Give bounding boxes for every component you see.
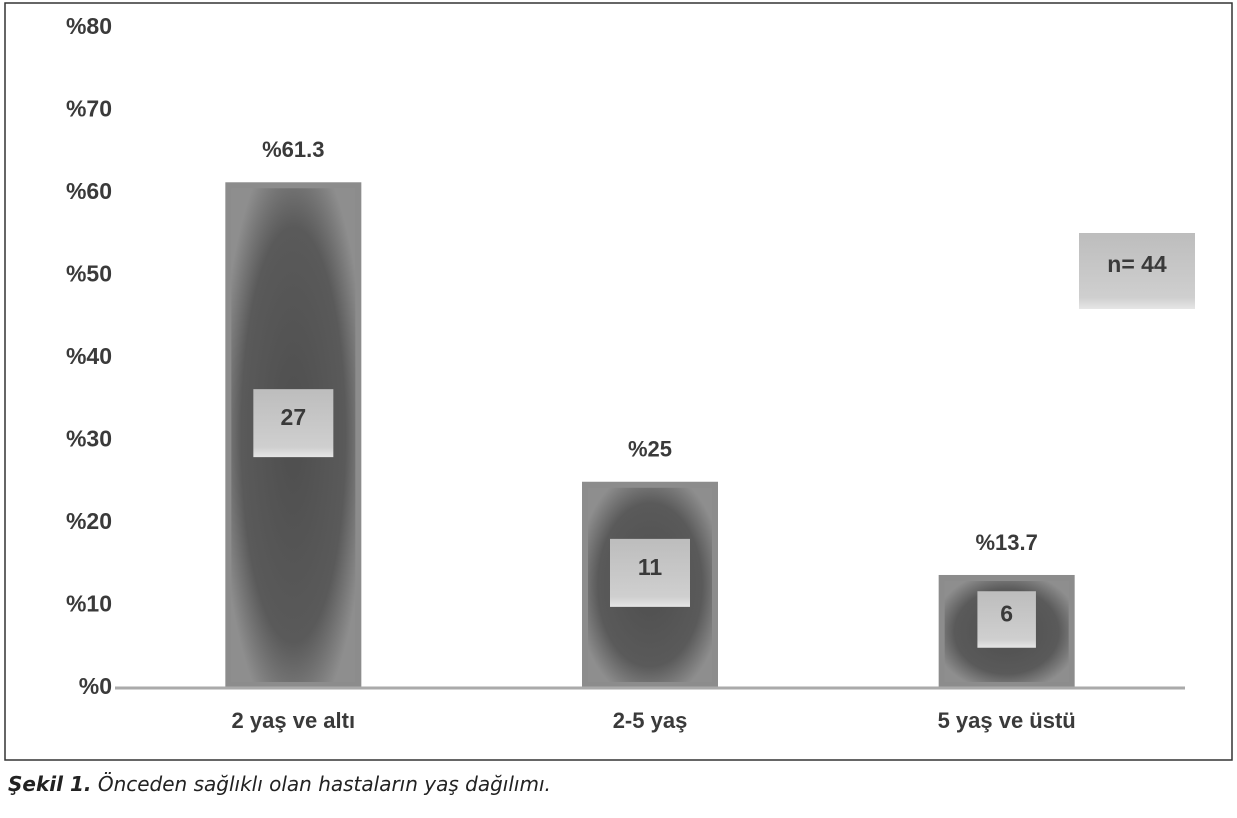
y-tick-label: %40 bbox=[66, 343, 112, 369]
count-label: 11 bbox=[638, 554, 663, 580]
count-box bbox=[977, 591, 1036, 648]
y-tick-label: %10 bbox=[66, 591, 112, 617]
y-tick-label: %80 bbox=[66, 13, 112, 39]
x-tick-label: 2-5 yaş bbox=[613, 708, 688, 733]
y-tick-label: %30 bbox=[66, 426, 112, 452]
count-label: 27 bbox=[281, 404, 307, 430]
value-label: %61.3 bbox=[262, 137, 324, 162]
value-label: %13.7 bbox=[975, 530, 1037, 555]
caption: Şekil 1. Önceden sağlıklı olan hastaları… bbox=[8, 772, 551, 796]
count-box bbox=[610, 538, 690, 607]
caption-label: Şekil 1. bbox=[8, 772, 92, 796]
frame bbox=[4, 2, 1233, 761]
y-tick-label: %70 bbox=[66, 96, 112, 122]
chart: n= 44 %0 %10 %20 %30 %40 %50 %60 %70 %80 2 yaş ve… bbox=[4, 2, 1233, 761]
y-tick-label: %0 bbox=[79, 673, 112, 699]
value-label: %25 bbox=[628, 437, 672, 462]
x-tick-label: 2 yaş ve altı bbox=[232, 708, 356, 733]
y-tick-label: %20 bbox=[66, 508, 112, 534]
count-box bbox=[253, 389, 334, 458]
caption-text: Önceden sağlıklı olan hastaların yaş dağ… bbox=[97, 772, 551, 796]
y-tick-label: %50 bbox=[66, 261, 112, 287]
x-tick-label: 5 yaş ve üstü bbox=[938, 708, 1076, 733]
y-tick-label: %60 bbox=[66, 178, 112, 204]
count-label: 6 bbox=[1000, 601, 1013, 627]
n-annotation: n= 44 bbox=[1107, 251, 1167, 277]
n-box bbox=[1079, 233, 1195, 309]
